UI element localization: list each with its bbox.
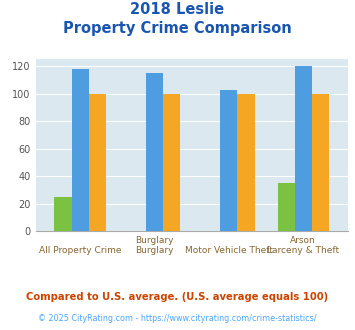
Bar <box>278 183 295 231</box>
Text: Motor Vehicle Theft: Motor Vehicle Theft <box>185 246 273 255</box>
Text: Compared to U.S. average. (U.S. average equals 100): Compared to U.S. average. (U.S. average … <box>26 292 329 302</box>
Bar <box>220 90 237 231</box>
Text: All Property Crime: All Property Crime <box>39 246 121 255</box>
Text: Burglary: Burglary <box>135 236 174 245</box>
Bar <box>163 94 180 231</box>
Bar <box>312 94 329 231</box>
Legend: Leslie, Georgia, National: Leslie, Georgia, National <box>64 326 320 330</box>
Bar <box>237 94 255 231</box>
Text: Burglary: Burglary <box>135 246 174 255</box>
Text: 2018 Leslie: 2018 Leslie <box>130 2 225 16</box>
Bar <box>54 197 72 231</box>
Text: Property Crime Comparison: Property Crime Comparison <box>63 21 292 36</box>
Bar <box>295 66 312 231</box>
Bar <box>146 73 163 231</box>
Text: © 2025 CityRating.com - https://www.cityrating.com/crime-statistics/: © 2025 CityRating.com - https://www.city… <box>38 314 317 323</box>
Text: Larceny & Theft: Larceny & Theft <box>267 246 339 255</box>
Bar <box>89 94 106 231</box>
Text: Arson: Arson <box>290 236 316 245</box>
Bar <box>72 69 89 231</box>
